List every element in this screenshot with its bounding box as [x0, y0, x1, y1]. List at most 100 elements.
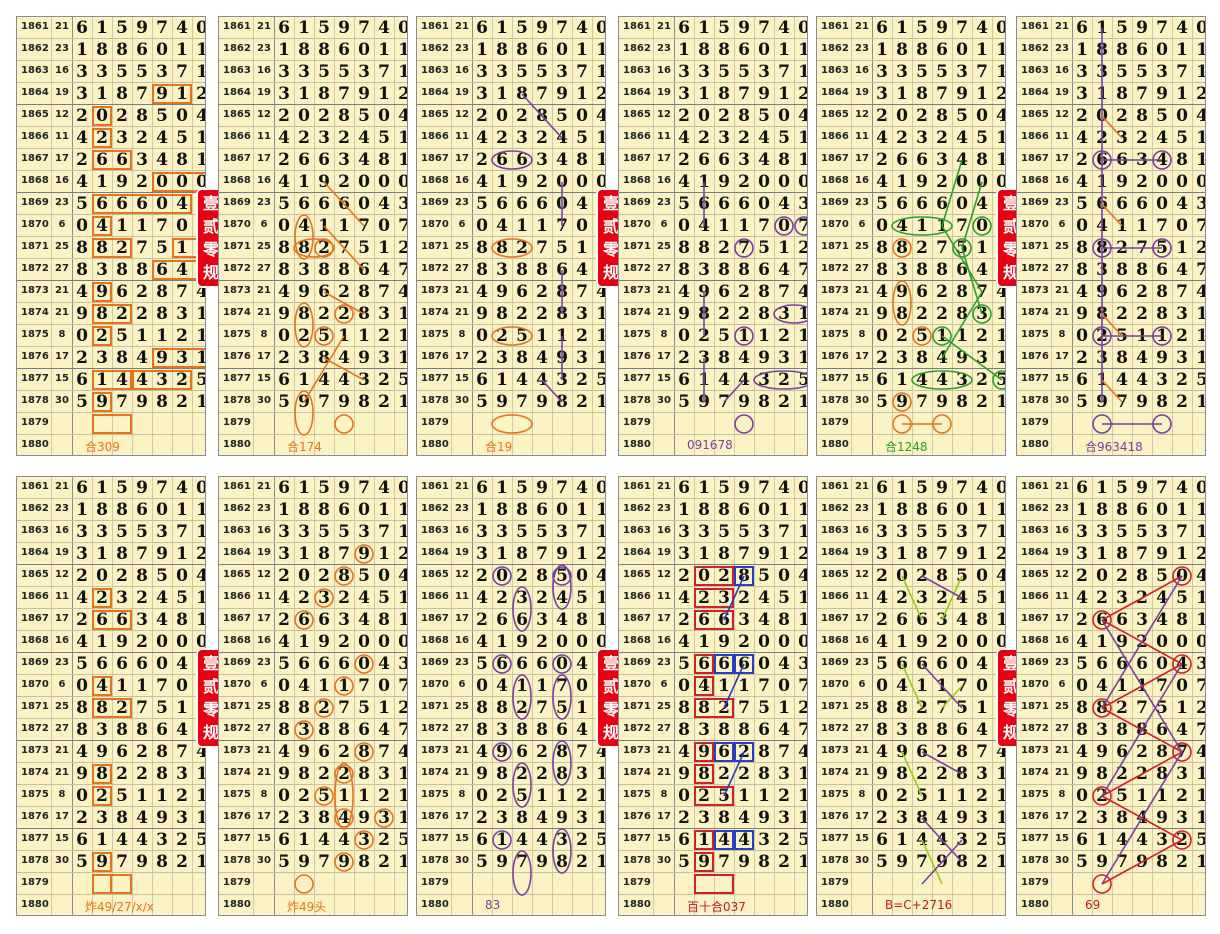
chart-panel: 1861216159740615974018622318860111886011… — [16, 476, 206, 916]
digit-cell: 2 — [1076, 610, 1088, 630]
digit-cell: 8 — [556, 304, 568, 324]
period-row: 18681641920004192000 — [619, 171, 807, 193]
period-year: 1880 — [421, 439, 449, 450]
digit-cell: 2 — [136, 742, 148, 762]
digit-cell: 4 — [338, 348, 350, 368]
digit-cell: 8 — [896, 238, 908, 258]
digit-cell: 0 — [1076, 216, 1088, 236]
chart-panel: 1861216159740615974018622318860111886011… — [218, 16, 408, 456]
digit-cell: 7 — [916, 392, 928, 412]
digit-cell: 7 — [778, 522, 790, 542]
digit-cell: 2 — [896, 128, 908, 148]
digit-cell: 3 — [758, 370, 770, 390]
digit-cell: 1 — [536, 786, 548, 806]
digit-cell: 2 — [536, 764, 548, 784]
period-row: 18761723849312384931 — [1017, 807, 1205, 829]
digit-cell: 7 — [1176, 282, 1188, 302]
digit-cell: 3 — [976, 348, 988, 368]
digit-cell: 3 — [678, 84, 690, 104]
period-row: 18692356660435666043 — [219, 193, 407, 215]
digit-cell: 7 — [338, 84, 350, 104]
period-sum: 21 — [1055, 745, 1069, 756]
digit-cell: 6 — [318, 742, 330, 762]
period-year: 1870 — [1021, 219, 1049, 230]
period-row: 1879 — [1017, 413, 1205, 435]
digit-cell: 6 — [1116, 194, 1128, 214]
period-year: 1871 — [421, 241, 449, 252]
digit-cell: 0 — [1156, 194, 1168, 214]
digit-cell: 0 — [176, 106, 188, 126]
period-sum: 23 — [55, 43, 69, 54]
period-year: 1865 — [421, 569, 449, 580]
digit-cell: 1 — [992, 39, 1005, 60]
digit-cell: 1 — [496, 632, 508, 652]
digit-cell: 4 — [192, 105, 205, 126]
digit-cell: 0 — [176, 676, 188, 696]
digit-cell: 0 — [576, 676, 588, 696]
digit-cell: 3 — [896, 260, 908, 280]
digit-cell: 9 — [678, 764, 690, 784]
digit-cell: 0 — [576, 106, 588, 126]
digit-cell: 5 — [136, 62, 148, 82]
digit-cell: 3 — [1136, 610, 1148, 630]
digit-cell: 9 — [956, 544, 968, 564]
stamp-char: 壹 — [1002, 654, 1019, 673]
digit-cell: 0 — [378, 216, 390, 236]
period-year: 1876 — [223, 351, 251, 362]
digit-cell: 4 — [1156, 128, 1168, 148]
period-row: 18783059798215979821 — [1017, 391, 1205, 413]
digit-cell: 2 — [318, 764, 330, 784]
digit-cell: 8 — [338, 106, 350, 126]
stamp-char: 贰 — [202, 217, 219, 236]
digit-cell: 1 — [738, 326, 750, 346]
period-sum: 17 — [657, 351, 671, 362]
digit-cell: 4 — [496, 216, 508, 236]
digit-cell: 8 — [916, 40, 928, 60]
digit-cell: 4 — [556, 610, 568, 630]
digit-cell: 1 — [592, 39, 605, 60]
period-sum: 11 — [657, 131, 671, 142]
digit-cell: 6 — [1076, 370, 1088, 390]
period-year: 1868 — [821, 175, 849, 186]
digit-cell: 2 — [1096, 786, 1108, 806]
period-year: 1869 — [1021, 197, 1049, 208]
period-row: 18651220285042028504 — [1017, 565, 1205, 587]
period-year: 1871 — [1021, 701, 1049, 712]
digit-cell: 2 — [1096, 588, 1108, 608]
digit-cell: 0 — [992, 171, 1005, 192]
period-sum: 12 — [257, 569, 271, 580]
digit-cell: 1 — [298, 370, 310, 390]
digit-cell: 3 — [476, 62, 488, 82]
digit-cell: 5 — [778, 128, 790, 148]
digit-cell: 7 — [1192, 719, 1205, 740]
digit-cell: 4 — [758, 588, 770, 608]
stamp-char: 零 — [602, 700, 619, 719]
digit-cell: 3 — [298, 260, 310, 280]
period-sum: 17 — [55, 613, 69, 624]
digit-cell: 9 — [1156, 808, 1168, 828]
digit-cell: 9 — [678, 304, 690, 324]
digit-cell: 8 — [338, 260, 350, 280]
digit-cell: 5 — [592, 369, 605, 390]
digit-cell: 4 — [476, 128, 488, 148]
digit-cell: 2 — [1136, 764, 1148, 784]
digit-cell: 9 — [916, 632, 928, 652]
digit-cell: 5 — [278, 194, 290, 214]
digit-cell: 6 — [298, 610, 310, 630]
period-row: 18742198228319822831 — [417, 303, 605, 325]
period-row: 18612161597406159740 — [817, 17, 1005, 39]
digit-cell: 5 — [136, 522, 148, 542]
period-sum: 23 — [55, 197, 69, 208]
digit-cell: 1 — [556, 786, 568, 806]
period-sum: 21 — [657, 21, 671, 32]
digit-cell: 4 — [536, 808, 548, 828]
period-year: 1874 — [1021, 307, 1049, 318]
digit-cell: 7 — [556, 676, 568, 696]
digit-cell: 2 — [1136, 742, 1148, 762]
digit-cell: 9 — [698, 392, 710, 412]
digit-cell: 3 — [156, 62, 168, 82]
digit-cell: 2 — [916, 238, 928, 258]
digit-cell: 1 — [876, 40, 888, 60]
digit-cell: 1 — [318, 676, 330, 696]
period-row: 18722783886478388647 — [1017, 259, 1205, 281]
